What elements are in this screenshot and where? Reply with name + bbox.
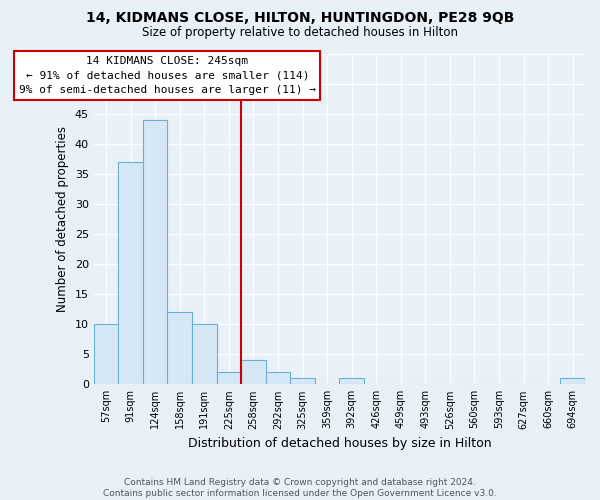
Bar — [340, 378, 364, 384]
Bar — [290, 378, 315, 384]
Bar — [143, 120, 167, 384]
X-axis label: Distribution of detached houses by size in Hilton: Distribution of detached houses by size … — [188, 437, 491, 450]
Bar — [94, 324, 118, 384]
Text: Contains HM Land Registry data © Crown copyright and database right 2024.
Contai: Contains HM Land Registry data © Crown c… — [103, 478, 497, 498]
Bar — [167, 312, 192, 384]
Text: Size of property relative to detached houses in Hilton: Size of property relative to detached ho… — [142, 26, 458, 39]
Bar — [266, 372, 290, 384]
Bar — [118, 162, 143, 384]
Bar — [217, 372, 241, 384]
Bar — [560, 378, 585, 384]
Bar — [241, 360, 266, 384]
Text: 14 KIDMANS CLOSE: 245sqm
← 91% of detached houses are smaller (114)
9% of semi-d: 14 KIDMANS CLOSE: 245sqm ← 91% of detach… — [19, 56, 316, 96]
Text: 14, KIDMANS CLOSE, HILTON, HUNTINGDON, PE28 9QB: 14, KIDMANS CLOSE, HILTON, HUNTINGDON, P… — [86, 11, 514, 25]
Y-axis label: Number of detached properties: Number of detached properties — [56, 126, 69, 312]
Bar — [192, 324, 217, 384]
